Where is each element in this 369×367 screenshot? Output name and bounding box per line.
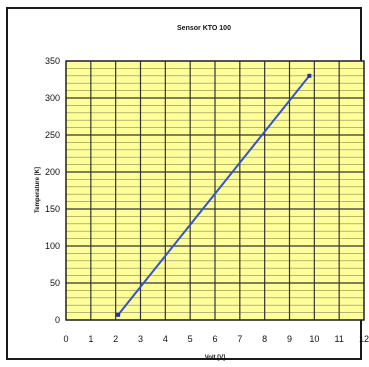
x-tick-label: 0 [63, 334, 68, 344]
x-tick-labels: 0 1 2 3 4 5 6 7 8 9 10 11 12 [63, 334, 369, 344]
y-tick-label: 250 [45, 130, 60, 140]
y-axis-label: Temperature [K] [35, 167, 41, 213]
series-line [117, 75, 311, 316]
x-tick-label: 6 [212, 334, 217, 344]
grid-lines [65, 60, 365, 321]
y-tick-label: 200 [45, 167, 60, 177]
chart-title: Sensor KTO 100 [177, 25, 231, 32]
plot-border [65, 60, 365, 321]
x-tick-label: 12 [359, 334, 369, 344]
x-tick-label: 7 [237, 334, 242, 344]
y-tick-label: 100 [45, 241, 60, 251]
y-tick-label: 50 [50, 278, 60, 288]
x-tick-label: 1 [88, 334, 93, 344]
x-tick-label: 2 [113, 334, 118, 344]
series-group [116, 73, 312, 317]
y-tick-labels: 0 50 100 150 200 250 300 350 [45, 56, 60, 325]
data-point [116, 312, 121, 317]
y-tick-label: 150 [45, 204, 60, 214]
x-tick-label: 8 [262, 334, 267, 344]
x-tick-label: 4 [163, 334, 168, 344]
x-tick-label: 9 [287, 334, 292, 344]
data-point [307, 73, 312, 78]
x-tick-label: 11 [334, 334, 343, 344]
x-tick-label: 3 [138, 334, 143, 344]
x-tick-label: 5 [188, 334, 193, 344]
x-axis-label: Volt [V] [205, 355, 226, 361]
y-tick-label: 300 [45, 93, 60, 103]
y-tick-label: 0 [55, 315, 60, 325]
x-tick-label: 10 [309, 334, 319, 344]
y-tick-label: 350 [45, 56, 60, 66]
